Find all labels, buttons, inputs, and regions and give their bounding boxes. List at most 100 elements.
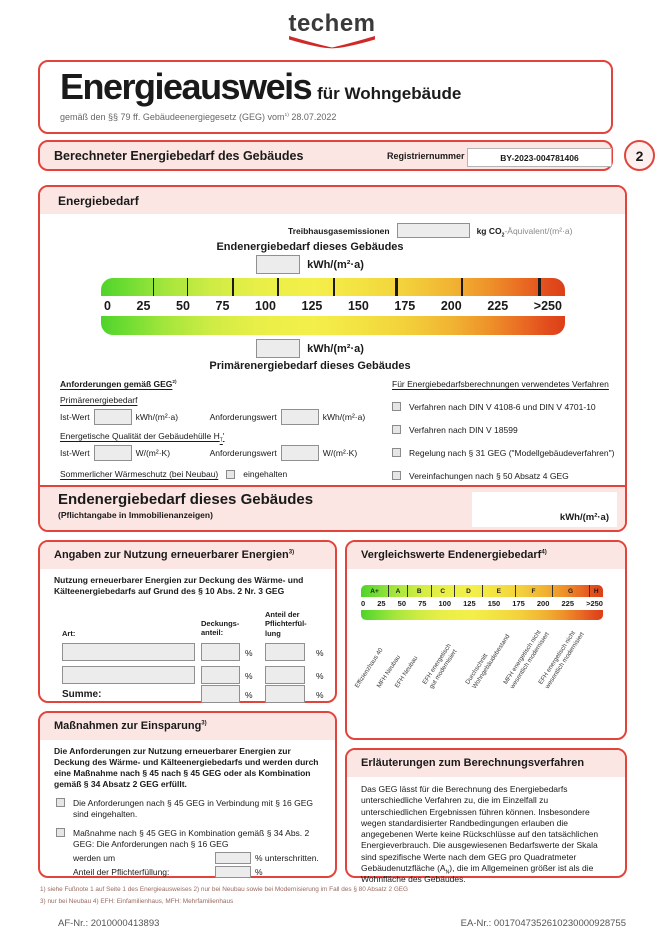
verfahren-column: Für Energiebedarfsberechnungen verwendet… [392, 379, 622, 481]
vergleichswerte-header-label: Vergleichswerte Endenergiebedarf [361, 549, 542, 561]
treibhausgas-row: Treibhausgasemissionen kg CO2-Äquivalent… [288, 223, 572, 238]
scale-tick [277, 278, 279, 296]
title-box: Energieausweis für Wohngebäude gemäß den … [38, 60, 613, 134]
vergleich-label: EFH energetisch gut modernisiert [421, 642, 459, 690]
percent-sign: % [245, 690, 253, 701]
massnahmen-intro: Die Anforderungen zur Nutzung erneuerbar… [54, 746, 319, 790]
art-input-1[interactable] [62, 643, 195, 662]
deckung-input-1[interactable] [201, 643, 240, 662]
scale-number: 125 [463, 599, 476, 608]
huelle-anf-input[interactable] [280, 445, 319, 461]
verfahren-option-label: Verfahren nach DIN V 18599 [409, 425, 518, 435]
document-title-suffix: für Wohngebäude [317, 84, 462, 103]
class-segment: B [408, 585, 432, 597]
class-segment: E [483, 585, 516, 597]
sommerlicher-waermeschutz-row: Sommerlicher Wärmeschutz (bei Neubau) ei… [60, 469, 380, 479]
eingehalten-label: eingehalten [243, 469, 288, 479]
energy-scale: 0 25 50 75 100 125 150 175 200 225 >250 [101, 278, 565, 335]
scale-number: 225 [487, 299, 509, 313]
anforderungen-heading: Anforderungen gemäß GEG2) [60, 379, 380, 389]
page-number-badge: 2 [624, 140, 655, 171]
percent-sign: % [316, 671, 324, 682]
massnahme-checkbox-1[interactable] [56, 798, 65, 808]
scale-number: 125 [301, 299, 323, 313]
erneuerbare-header-label: Angaben zur Nutzung erneuerbarer Energie… [54, 549, 289, 561]
section-banner: Berechneter Energiebedarf des Gebäudes R… [38, 140, 613, 171]
erlaeuterungen-header: Erläuterungen zum Berechnungsverfahren [347, 750, 625, 777]
scale-number: 25 [377, 599, 386, 608]
footnotes: 1) siehe Fußnote 1 auf Seite 1 des Energ… [40, 884, 408, 908]
class-segment: G [553, 585, 590, 597]
percent-sign: % [316, 690, 324, 701]
scale-number: 100 [438, 599, 452, 608]
ist-wert-label: Ist-Wert [60, 412, 90, 422]
percent-sign: % [245, 671, 253, 682]
class-segment: D [455, 585, 483, 597]
endenergie-unit: kWh/(m²·a) [307, 258, 364, 271]
erneuerbare-intro: Nutzung erneuerbarer Energien zur Deckun… [54, 575, 304, 597]
massnahme-option-1-label: Die Anforderungen nach § 45 GEG in Verbi… [73, 798, 314, 820]
registriernummer-field[interactable]: BY-2023-004781406 [467, 148, 612, 167]
class-segment: C [432, 585, 455, 597]
massnahme-option-row: Die Anforderungen nach § 45 GEG in Verbi… [56, 798, 323, 820]
footnote-line-2: 3) nur bei Neubau 4) EFH: Einfamilienhau… [40, 897, 234, 905]
verfahren-checkbox-4[interactable] [392, 471, 401, 480]
art-input-2[interactable] [62, 666, 195, 685]
verfahren-checkbox-3[interactable] [392, 448, 401, 457]
ghg-unit-sub: 2 [501, 232, 505, 239]
energiebedarf-box: Energiebedarf Treibhausgasemissionen kg … [38, 185, 627, 532]
summe-row: Summe: % % [40, 685, 335, 713]
werden-um-label: werden um [73, 852, 116, 863]
subtitle-footnote-ref: 1) [284, 112, 289, 118]
gebaeudehuelle-prime: ' [222, 431, 225, 441]
werden-um-line: werden um % unterschritten. [73, 852, 323, 865]
registriernummer-label: Registriernummer [387, 150, 465, 161]
unterschritten-input[interactable] [215, 852, 251, 865]
summe-deckung-input[interactable] [201, 685, 240, 704]
vergleich-scale: A+ A B C D E F G H 0 25 50 75 100 125 15… [361, 585, 603, 620]
energiebedarf-header-label: Energiebedarf [58, 194, 139, 208]
treibhausgas-input[interactable] [396, 223, 470, 238]
anteil-input-1[interactable] [265, 643, 305, 662]
primaer-anf-input[interactable] [280, 409, 319, 425]
verfahren-checkbox-2[interactable] [392, 425, 401, 434]
scale-number: 50 [176, 299, 190, 313]
massnahme-checkbox-2[interactable] [56, 828, 65, 838]
primaer-ist-input[interactable] [93, 409, 132, 425]
scale-number: 50 [397, 599, 407, 608]
ghg-unit-bold: kg CO [476, 225, 502, 236]
verfahren-option-row: Regelung nach § 31 GEG ("Modellgebäudeve… [392, 448, 622, 458]
scale-tick [460, 278, 464, 296]
scale-number: 100 [255, 299, 276, 313]
endenergie-label: Endenergiebedarf dieses Gebäudes [216, 241, 404, 253]
massnahmen-header: Maßnahmen zur Einsparung3) [40, 713, 335, 740]
scale-number: 200 [536, 599, 550, 608]
anforderungen-column: Anforderungen gemäß GEG2) Primärenergieb… [60, 379, 380, 479]
endenergie-input[interactable] [256, 255, 301, 274]
energy-scale-top-bar [101, 278, 565, 296]
eingehalten-checkbox[interactable] [226, 469, 236, 479]
pflichterfuellung-percent: % [255, 866, 263, 877]
primaer-anf-unit: kWh/(m²·a) [322, 412, 366, 422]
erneuerbare-table: Art: Deckungs- anteil: Anteil der Pflich… [40, 599, 335, 689]
erlaeuterungen-text: Das GEG lässt für die Berechnung des Ene… [361, 784, 599, 874]
gebaeudehuelle-text: Energetische Qualität der Gebäudehülle H [60, 431, 220, 441]
anteil-input-2[interactable] [265, 666, 305, 685]
verfahren-checkbox-1[interactable] [392, 402, 401, 411]
vergleich-labels: Effizienzhaus 40 MFH Neubau EFH Neubau E… [347, 620, 625, 720]
class-segment: H [593, 587, 599, 595]
scale-number: 25 [136, 299, 151, 313]
pflichterfuellung-input[interactable] [215, 866, 251, 879]
endenergie-band-input[interactable]: kWh/(m²·a) [472, 492, 617, 527]
summe-anteil-input[interactable] [265, 685, 305, 704]
deckung-input-2[interactable] [201, 666, 240, 685]
scale-number: 200 [440, 299, 462, 313]
huelle-anf-unit: W/(m²·K) [322, 448, 358, 458]
huelle-ist-input[interactable] [93, 445, 132, 461]
massnahmen-box: Maßnahmen zur Einsparung3) Die Anforderu… [38, 711, 337, 879]
title-line: Energieausweis für Wohngebäude [60, 68, 611, 106]
scale-number: 175 [394, 299, 416, 313]
primaerenergie-input[interactable] [256, 339, 301, 358]
techem-logo: techem [0, 12, 664, 49]
